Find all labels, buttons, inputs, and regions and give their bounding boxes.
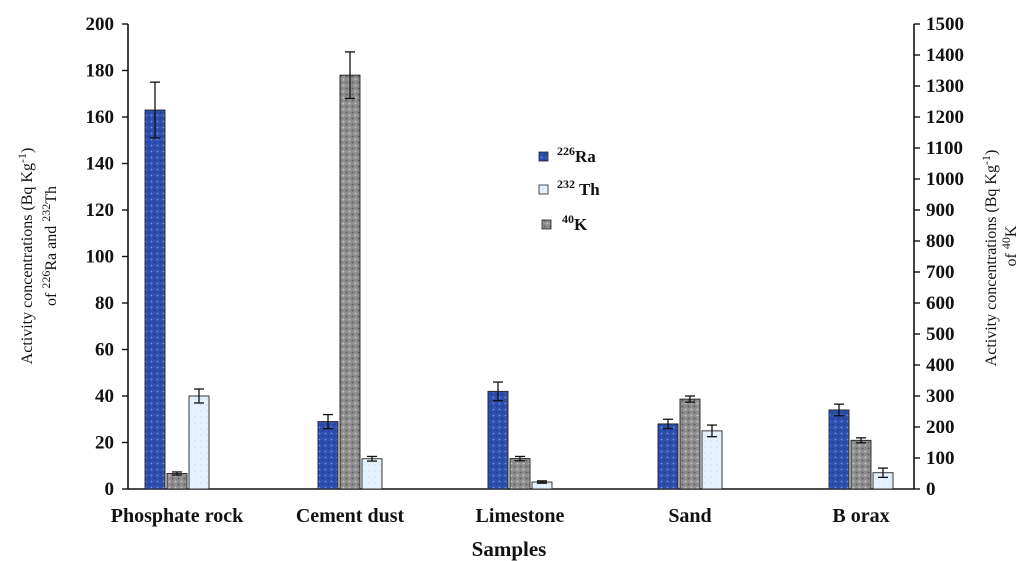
right-tick-label: 200: [926, 417, 955, 438]
right-tick-label: 1000: [926, 169, 964, 190]
left-tick-label: 20: [95, 433, 114, 454]
right-tick-label: 600: [926, 293, 955, 314]
right-tick-label: 0: [926, 479, 936, 500]
category-label: Limestone: [476, 505, 565, 527]
left-y-ticks: 0 20 40 60 80 100 120 140 160 180 200: [86, 14, 128, 500]
right-tick-label: 700: [926, 262, 955, 283]
bar-ra226: [657, 423, 679, 490]
bar-th232: [361, 458, 383, 490]
legend-label-ra: 226Ra: [557, 144, 596, 166]
legend: 226Ra 232 Th 40K: [538, 144, 600, 234]
right-tick-label: 400: [926, 355, 955, 376]
legend-label-k: 40K: [562, 212, 588, 234]
right-tick-label: 800: [926, 231, 955, 252]
left-tick-label: 100: [86, 247, 115, 268]
right-tick-label: 1200: [926, 107, 964, 128]
category-labels: Phosphate rock Cement dust Limestone Sand B …: [111, 505, 890, 527]
left-tick-label: 120: [86, 200, 115, 221]
left-y-axis-title-line2: of 226Ra and 232Th: [39, 186, 60, 306]
bars-group: [144, 51, 894, 490]
left-tick-label: 200: [86, 14, 115, 35]
left-tick-label: 40: [95, 386, 114, 407]
right-tick-label: 1400: [926, 45, 964, 66]
bar-k40: [850, 439, 872, 490]
bar-ra226: [317, 421, 339, 490]
category-label: Cement dust: [296, 505, 405, 527]
bar-th232: [188, 395, 210, 490]
right-tick-label: 300: [926, 386, 955, 407]
category-label: Sand: [668, 505, 711, 527]
left-tick-label: 160: [86, 107, 115, 128]
bar-k40: [339, 74, 361, 490]
bar-ra226: [487, 390, 509, 490]
right-y-ticks: 0 100 200 300 400 500 600 700 800 900 1000 1100 1200…: [914, 14, 964, 500]
x-axis-title: Samples: [472, 537, 547, 561]
left-tick-label: 80: [95, 293, 114, 314]
right-y-axis-title: Activity concentrations (Bq Kg-1): [979, 150, 1000, 367]
right-tick-label: 500: [926, 324, 955, 345]
bar-ra226: [144, 109, 166, 490]
bar-ra226: [828, 409, 850, 490]
right-tick-label: 1500: [926, 14, 964, 35]
right-tick-label: 1300: [926, 76, 964, 97]
legend-swatch-th: [538, 184, 549, 195]
left-tick-label: 60: [95, 340, 114, 361]
legend-label-th: 232 Th: [557, 177, 600, 199]
category-label: B orax: [832, 505, 889, 527]
left-y-axis-title: Activity concentrations (Bq Kg-1): [15, 148, 36, 365]
right-y-axis-title-line2: of 40K: [999, 225, 1020, 266]
right-tick-label: 900: [926, 200, 955, 221]
bar-k40: [166, 473, 188, 490]
category-label: Phosphate rock: [111, 505, 244, 527]
right-tick-label: 100: [926, 448, 955, 469]
left-tick-label: 140: [86, 154, 115, 175]
left-tick-label: 0: [105, 479, 115, 500]
legend-swatch-ra: [538, 151, 549, 162]
bar-k40: [679, 398, 701, 490]
bar-th232: [701, 430, 723, 490]
legend-swatch-k: [541, 219, 552, 230]
right-tick-label: 1100: [926, 138, 963, 159]
left-tick-label: 180: [86, 61, 115, 82]
bar-k40: [509, 458, 531, 490]
